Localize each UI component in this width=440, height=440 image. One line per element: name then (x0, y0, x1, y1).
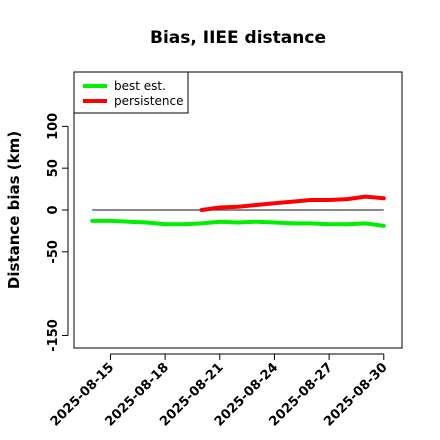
legend-label-persistence: persistence (114, 94, 183, 108)
chart-title: Bias, IIEE distance (150, 28, 326, 48)
y-tick-label: -150 (46, 319, 61, 352)
series-line-best-est (90, 218, 386, 228)
plot-frame (73, 71, 403, 349)
y-tick-label: -50 (46, 240, 61, 264)
y-tick-label: 0 (46, 205, 61, 214)
y-tick-label: 100 (46, 113, 61, 140)
legend: best est. persistence (73, 71, 189, 114)
y-axis: -150 -50 0 50 100 (46, 113, 69, 352)
legend-label-best-est: best est. (114, 79, 166, 93)
y-tick-label: 50 (46, 159, 61, 177)
series-layer (90, 194, 386, 228)
series-line-persistence (199, 194, 386, 212)
legend-box (73, 71, 189, 114)
y-axis-title: Distance bias (km) (5, 131, 23, 289)
